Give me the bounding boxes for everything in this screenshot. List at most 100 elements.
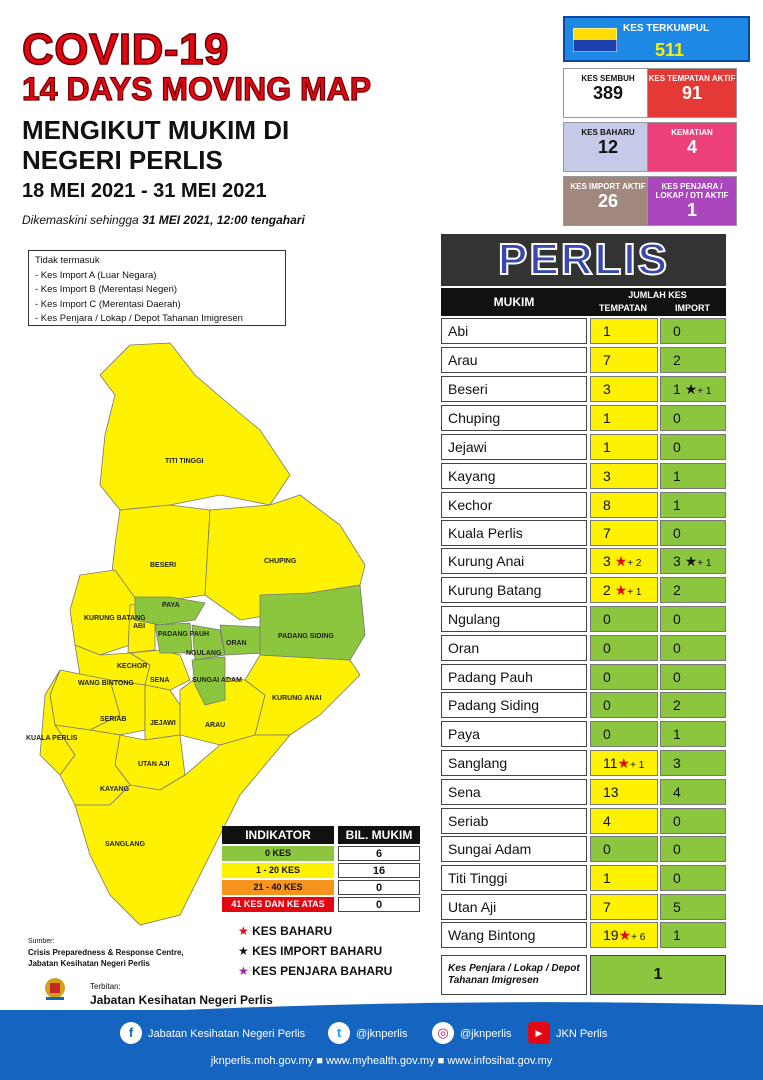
map-label-oran: ORAN bbox=[226, 640, 247, 647]
map-label-paya: PAYA bbox=[162, 602, 180, 609]
map-label-seriab: SERIAB bbox=[100, 716, 126, 723]
stat-kes-tempatan-aktif: KES TEMPATAN AKTIF 91 bbox=[647, 68, 737, 118]
title-covid: COVID-19 bbox=[21, 25, 229, 74]
map-label-padang-pauh: PADANG PAUH bbox=[158, 631, 209, 638]
table-row: Seriab 4 0 bbox=[441, 808, 726, 834]
map-label-padang-siding: PADANG SIDING bbox=[278, 633, 334, 640]
map-label-titi-tinggi: TITI TINGGI bbox=[165, 458, 204, 465]
table-row: Beseri 3 1 ★+ 1 bbox=[441, 376, 726, 402]
stat-kes-import-aktif: KES IMPORT AKTIF 26 bbox=[563, 176, 653, 226]
map-label-ngulang: NGULANG bbox=[186, 650, 222, 657]
legend-new-case: ★ KES BAHARU bbox=[238, 924, 333, 938]
map-label-beseri: BESERI bbox=[150, 562, 176, 569]
map-region-padang-pauh bbox=[154, 622, 193, 654]
facebook-icon[interactable]: f bbox=[120, 1022, 142, 1044]
perlis-flag-icon bbox=[573, 28, 617, 52]
stat-kes-penjara-aktif: KES PENJARA / LOKAP / DTI AKTIF 1 bbox=[647, 176, 737, 226]
map-label-kurung-batang: KURUNG BATANG bbox=[84, 615, 146, 622]
table-row: Oran 0 0 bbox=[441, 635, 726, 661]
table-row: Jejawi 1 0 bbox=[441, 434, 726, 460]
title-mukim: MENGIKUT MUKIM DI NEGERI PERLIS bbox=[22, 115, 290, 175]
table-row: Chuping 1 0 bbox=[441, 405, 726, 431]
black-star-icon: ★ bbox=[238, 944, 249, 958]
table-row: Kuala Perlis 7 0 bbox=[441, 520, 726, 546]
note-item: - Kes Penjara / Lokap / Depot Tahanan Im… bbox=[35, 313, 243, 324]
note-heading: Tidak termasuk bbox=[35, 255, 100, 266]
table-row: Paya 0 1 bbox=[441, 721, 726, 747]
map-label-kayang: KAYANG bbox=[100, 786, 130, 793]
map-label-sanglang: SANGLANG bbox=[105, 841, 146, 848]
red-star-icon: ★ bbox=[238, 924, 249, 938]
map-region-sungai-adam bbox=[191, 656, 226, 706]
publisher-label: Terbitan: bbox=[90, 982, 121, 991]
youtube-icon[interactable]: ▶ bbox=[528, 1022, 550, 1044]
table-row: Kechor 8 1 bbox=[441, 492, 726, 518]
import-star-icon: ★ bbox=[684, 381, 698, 397]
new-case-star-icon: ★ bbox=[617, 755, 631, 771]
map-region-kurung-batang bbox=[69, 569, 141, 656]
indicator-row: 41 KES DAN KE ATAS bbox=[222, 897, 334, 912]
new-case-star-icon: ★ bbox=[614, 582, 628, 598]
stat-kematian: KEMATIAN 4 bbox=[647, 122, 737, 172]
map-region-padang-siding bbox=[259, 584, 366, 661]
perlis-mukim-map: TITI TINGGI BESERI CHUPING KURUNG BATANG… bbox=[26, 342, 366, 926]
note-item: - Kes Import A (Luar Negara) bbox=[35, 269, 157, 281]
website-links[interactable]: jknperlis.moh.gov.my ■ www.myhealth.gov.… bbox=[210, 1055, 553, 1067]
note-item: - Kes Import C (Merentasi Daerah) bbox=[35, 298, 181, 310]
exclusion-note: Tidak termasuk - Kes Import A (Luar Nega… bbox=[28, 250, 286, 326]
instagram-icon[interactable]: ◎ bbox=[432, 1022, 454, 1044]
map-region-sanglang bbox=[74, 734, 291, 926]
map-label-kurung-anai: KURUNG ANAI bbox=[272, 695, 322, 702]
map-label-chuping: CHUPING bbox=[264, 558, 297, 565]
map-label-wang-bintong: WANG BINTONG bbox=[78, 680, 134, 687]
table-row: Abi 1 0 bbox=[441, 318, 726, 344]
instagram-link[interactable]: @jknperlis bbox=[460, 1028, 512, 1040]
map-label-kechor: KECHOR bbox=[117, 663, 147, 670]
twitter-link[interactable]: @jknperlis bbox=[356, 1028, 408, 1040]
publisher-name: Jabatan Kesihatan Negeri Perlis bbox=[90, 993, 273, 1007]
table-row: Arau 7 2 bbox=[441, 347, 726, 373]
table-header: MUKIM JUMLAH KES TEMPATAN IMPORT bbox=[441, 288, 726, 316]
title-moving-map: 14 DAYS MOVING MAP bbox=[21, 71, 372, 107]
source-line2: Jabatan Kesihatan Negeri Perlis bbox=[28, 959, 150, 968]
map-label-abi: ABI bbox=[133, 623, 145, 630]
new-case-star-icon: ★ bbox=[614, 553, 628, 569]
stat-kes-terkumpul: KES TERKUMPUL 511 bbox=[563, 16, 750, 62]
map-label-sungai-adam: SUNGAI ADAM bbox=[192, 677, 242, 684]
footer bbox=[0, 1010, 763, 1080]
legend-penjara: ★ KES PENJARA BAHARU bbox=[238, 964, 393, 978]
youtube-link[interactable]: JKN Perlis bbox=[556, 1028, 608, 1040]
legend-import: ★ KES IMPORT BAHARU bbox=[238, 944, 383, 958]
penjara-row: Kes Penjara / Lokap / Depot Tahanan Imig… bbox=[441, 955, 726, 995]
map-label-kuala-perlis: KUALA PERLIS bbox=[26, 735, 78, 742]
map-region-jejawi bbox=[144, 684, 181, 741]
indicator-row: 0 KES bbox=[222, 846, 334, 861]
stat-kes-baharu: KES BAHARU 12 bbox=[563, 122, 653, 172]
purple-star-icon: ★ bbox=[238, 964, 249, 978]
date-range: 18 MEI 2021 - 31 MEI 2021 bbox=[22, 180, 267, 202]
map-label-utan-aji: UTAN AJI bbox=[138, 761, 170, 768]
map-label-sena: SENA bbox=[150, 677, 169, 684]
new-case-star-icon: ★ bbox=[618, 927, 632, 943]
table-row: Utan Aji 7 5 bbox=[441, 894, 726, 920]
note-item: - Kes Import B (Merentasi Negeri) bbox=[35, 284, 178, 295]
indicator-row: 1 - 20 KES bbox=[222, 863, 334, 878]
map-region-titi-tinggi bbox=[99, 342, 291, 511]
source-label: Sumber: bbox=[28, 938, 55, 945]
table-row: Titi Tinggi 1 0 bbox=[441, 865, 726, 891]
map-label-jejawi: JEJAWI bbox=[150, 720, 176, 727]
stat-kes-sembuh: KES SEMBUH 389 bbox=[563, 68, 653, 118]
state-banner: PERLIS bbox=[441, 234, 726, 286]
twitter-icon[interactable]: t bbox=[328, 1022, 350, 1044]
source-line1: Crisis Preparedness & Response Centre, bbox=[28, 948, 184, 957]
table-row: Padang Siding 0 2 bbox=[441, 692, 726, 718]
table-row: Kayang 3 1 bbox=[441, 463, 726, 489]
table-row: Sena 13 4 bbox=[441, 779, 726, 805]
facebook-link[interactable]: Jabatan Kesihatan Negeri Perlis bbox=[148, 1028, 306, 1040]
map-region-paya bbox=[134, 596, 206, 626]
table-row: Ngulang 0 0 bbox=[441, 606, 726, 632]
